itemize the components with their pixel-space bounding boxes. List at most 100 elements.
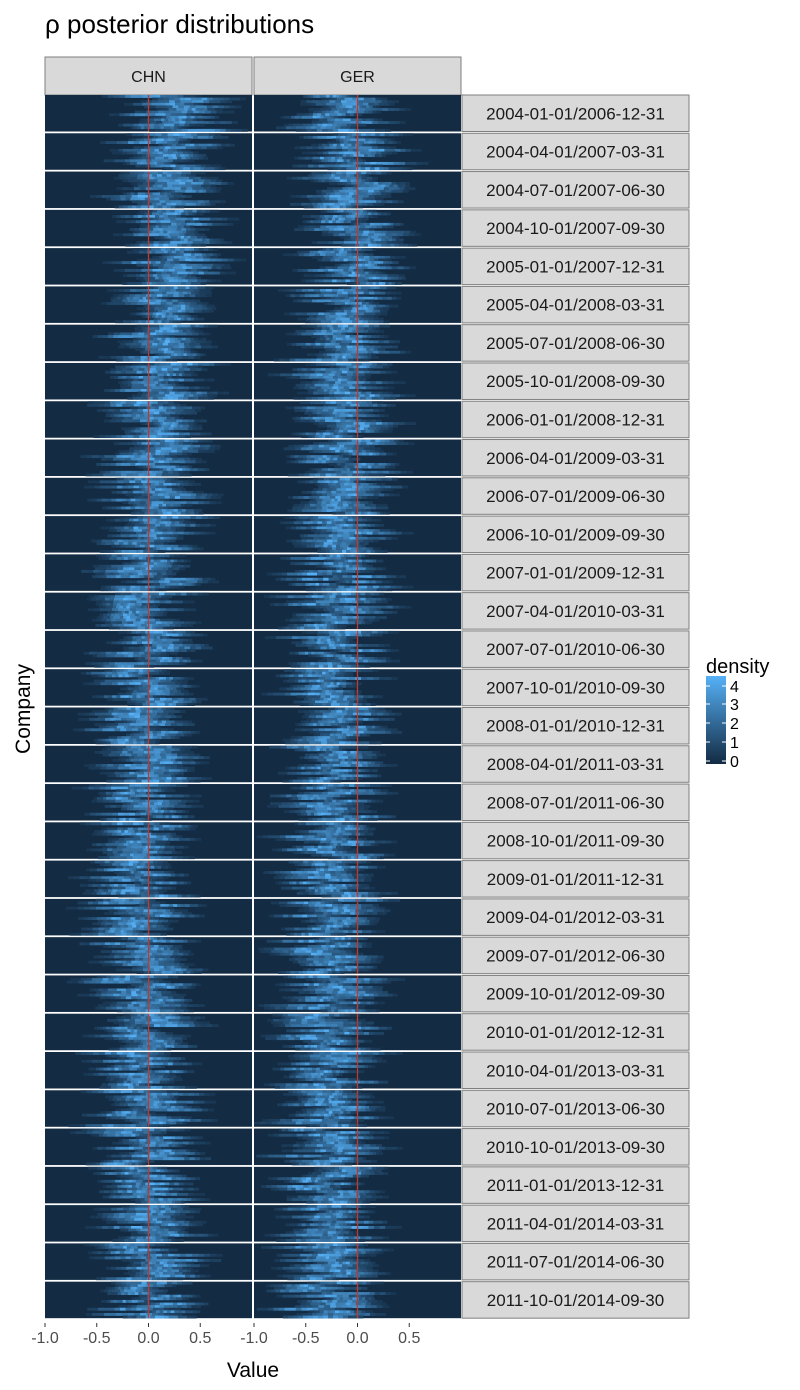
density-cell xyxy=(327,116,331,119)
density-cell xyxy=(341,116,345,119)
density-cell xyxy=(276,126,281,129)
density-cell xyxy=(142,154,147,157)
density-cell xyxy=(403,233,409,236)
density-cell xyxy=(152,269,158,272)
density-cell xyxy=(185,98,191,101)
density-cell xyxy=(376,225,382,228)
density-cell xyxy=(371,152,377,155)
density-cell xyxy=(179,195,185,198)
density-cell xyxy=(343,212,347,215)
density-cell xyxy=(368,236,372,239)
density-cell xyxy=(335,174,339,177)
density-cell xyxy=(170,256,174,259)
density-cell xyxy=(179,124,184,127)
density-cell xyxy=(160,146,166,149)
density-cell xyxy=(145,121,151,124)
density-cell xyxy=(333,248,337,251)
density-cell xyxy=(156,133,162,136)
density-cell xyxy=(162,116,166,119)
density-cell xyxy=(191,116,195,119)
density-cell xyxy=(362,179,366,182)
density-cell xyxy=(371,264,374,267)
density-cell xyxy=(360,223,364,226)
density-cell xyxy=(368,264,371,267)
density-cell xyxy=(171,236,175,239)
density-cell xyxy=(379,198,384,201)
density-cell xyxy=(323,203,329,206)
density-cell xyxy=(384,187,390,190)
density-cell xyxy=(362,220,366,223)
density-cell xyxy=(363,231,369,234)
density-cell xyxy=(173,239,177,242)
density-cell xyxy=(165,190,169,193)
density-cell xyxy=(360,241,366,244)
density-cell xyxy=(228,111,234,114)
density-cell xyxy=(180,103,185,106)
density-cell xyxy=(377,192,382,195)
density-cell xyxy=(138,174,143,177)
density-cell xyxy=(313,124,318,127)
density-cell xyxy=(163,100,169,103)
density-cell xyxy=(147,203,152,206)
density-cell xyxy=(215,100,221,103)
density-cell xyxy=(142,157,147,160)
density-cell xyxy=(385,190,391,193)
density-cell xyxy=(137,282,142,285)
density-cell xyxy=(141,269,147,272)
density-cell xyxy=(366,144,370,147)
density-cell xyxy=(409,233,415,236)
density-cell xyxy=(387,212,391,215)
density-cell xyxy=(405,187,411,190)
density-cell xyxy=(333,215,338,218)
density-cell xyxy=(129,215,134,218)
density-cell xyxy=(104,159,110,162)
density-cell xyxy=(422,162,428,165)
density-cell xyxy=(365,241,371,244)
density-cell xyxy=(350,157,354,160)
density-cell xyxy=(209,239,213,242)
density-cell xyxy=(380,264,383,267)
density-cell xyxy=(328,159,332,162)
density-cell xyxy=(387,223,391,226)
density-cell xyxy=(222,259,228,262)
density-cell xyxy=(298,165,304,168)
density-cell xyxy=(150,133,156,136)
density-cell xyxy=(163,144,168,147)
heatmap-panel-ger xyxy=(254,95,461,132)
density-cell xyxy=(120,159,126,162)
density-cell xyxy=(380,129,386,132)
density-cell xyxy=(307,205,311,208)
density-cell xyxy=(336,136,341,139)
density-cell xyxy=(343,256,349,259)
density-cell xyxy=(172,185,177,188)
density-cell xyxy=(387,231,393,234)
density-cell xyxy=(377,108,383,111)
density-cell xyxy=(184,126,188,129)
density-cell xyxy=(307,95,311,98)
density-cell xyxy=(396,236,400,239)
density-cell xyxy=(174,162,178,165)
density-cell xyxy=(208,144,213,147)
density-cell xyxy=(343,266,349,269)
density-cell xyxy=(396,182,401,185)
density-cell xyxy=(190,236,194,239)
density-cell xyxy=(316,190,322,193)
density-cell xyxy=(195,177,201,180)
density-cell xyxy=(326,144,330,147)
density-cell xyxy=(384,149,390,152)
density-cell xyxy=(163,185,168,188)
density-cell xyxy=(367,223,371,226)
density-cell xyxy=(343,225,349,228)
density-cell xyxy=(183,177,189,180)
density-cell xyxy=(177,149,182,152)
density-cell xyxy=(166,165,171,168)
density-cell xyxy=(191,146,197,149)
density-cell xyxy=(150,116,154,119)
density-cell xyxy=(351,190,357,193)
density-cell xyxy=(364,269,369,272)
density-cell xyxy=(176,223,182,226)
density-cell xyxy=(214,121,220,124)
density-cell xyxy=(215,200,221,203)
density-cell xyxy=(173,195,179,198)
density-cell xyxy=(174,124,179,127)
